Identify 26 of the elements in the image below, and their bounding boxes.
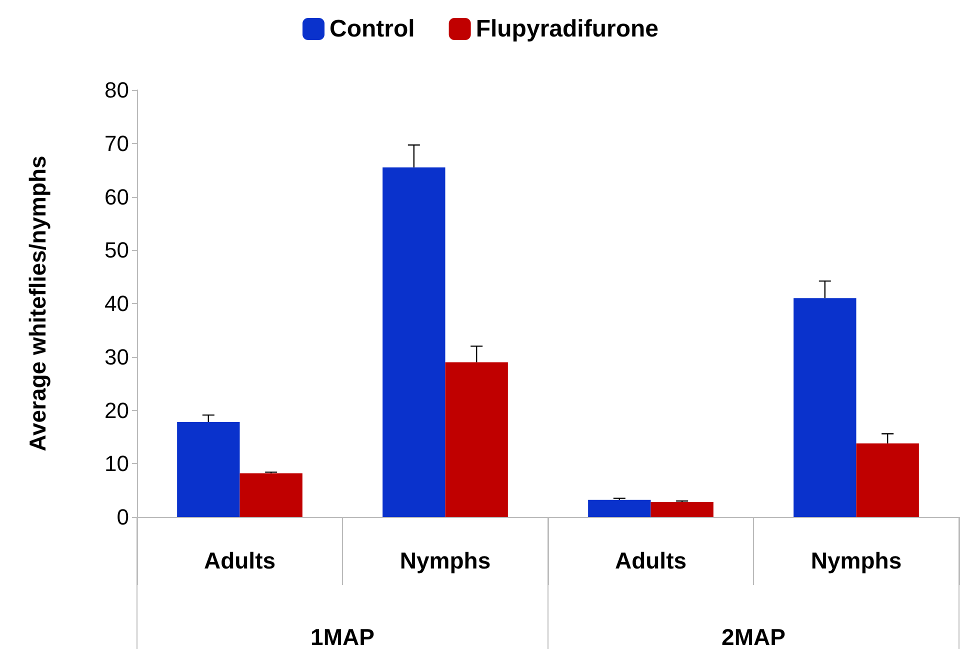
y-tick-label: 70 <box>104 130 129 156</box>
bar <box>650 502 714 517</box>
x-tick-label: Nymphs <box>810 548 902 574</box>
bar <box>177 422 240 517</box>
y-tick-label: 50 <box>104 238 129 263</box>
y-tick-label: 30 <box>104 344 129 370</box>
y-axis-title: Average whiteflies/nymphs <box>24 156 50 452</box>
legend-label: Flupyradifurone <box>476 16 658 42</box>
x-tick-label: Nymphs <box>400 548 491 574</box>
bar <box>445 362 508 517</box>
y-tick-label: 60 <box>104 184 129 210</box>
x-tick-label: Adults <box>614 548 687 574</box>
x-tick-label: Adults <box>204 548 276 574</box>
y-tick-label: 20 <box>104 398 129 423</box>
y-tick-label: 10 <box>104 451 129 476</box>
y-tick-label: 0 <box>116 504 129 530</box>
y-tick-label: 80 <box>104 78 129 102</box>
bar <box>240 473 302 517</box>
bar <box>856 443 919 517</box>
bar <box>588 500 651 517</box>
legend-label: Control <box>330 16 415 42</box>
y-tick-label: 40 <box>104 291 129 316</box>
text: 1MAP <box>310 624 374 649</box>
bar <box>794 298 856 517</box>
bar <box>382 167 446 517</box>
text: 2MAP <box>722 624 786 649</box>
